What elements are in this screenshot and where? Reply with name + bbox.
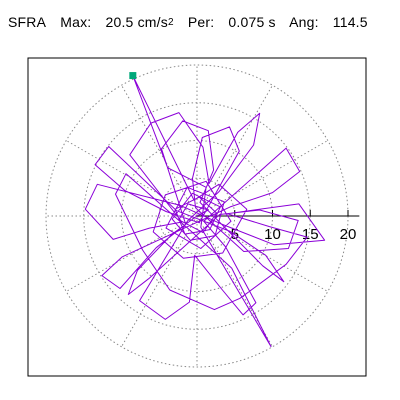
max-value: 20.5 cm/s2 (105, 14, 173, 30)
grid-spoke (196, 84, 273, 217)
max-label: Max: (60, 14, 92, 30)
motion-trace (84, 75, 326, 348)
peak-marker-group (129, 72, 137, 80)
grid-spoke (121, 84, 198, 217)
grid-spoke (65, 140, 198, 217)
period-value: 0.075 s (228, 14, 276, 30)
grid-spoke (65, 215, 198, 292)
motion-trace-group (84, 75, 326, 348)
chart-header: SFRA Max: 20.5 cm/s2 Per: 0.075 s Ang: 1… (8, 14, 378, 30)
station-name: SFRA (8, 14, 47, 30)
angle-label: Ang: (289, 14, 319, 30)
grid-spoke (121, 215, 198, 348)
grid-spoke (196, 215, 273, 348)
max-unit-exponent: 2 (167, 17, 174, 28)
radial-tick-label: 20 (340, 226, 357, 243)
period-label: Per: (187, 14, 215, 30)
plot-frame (27, 57, 367, 377)
angle-value: 114.5 (332, 14, 368, 30)
max-value-text: 20.5 cm/s (105, 14, 168, 30)
radial-tick-label: 10 (264, 226, 281, 243)
grid-spoke (196, 140, 329, 217)
peak-marker (129, 72, 137, 80)
